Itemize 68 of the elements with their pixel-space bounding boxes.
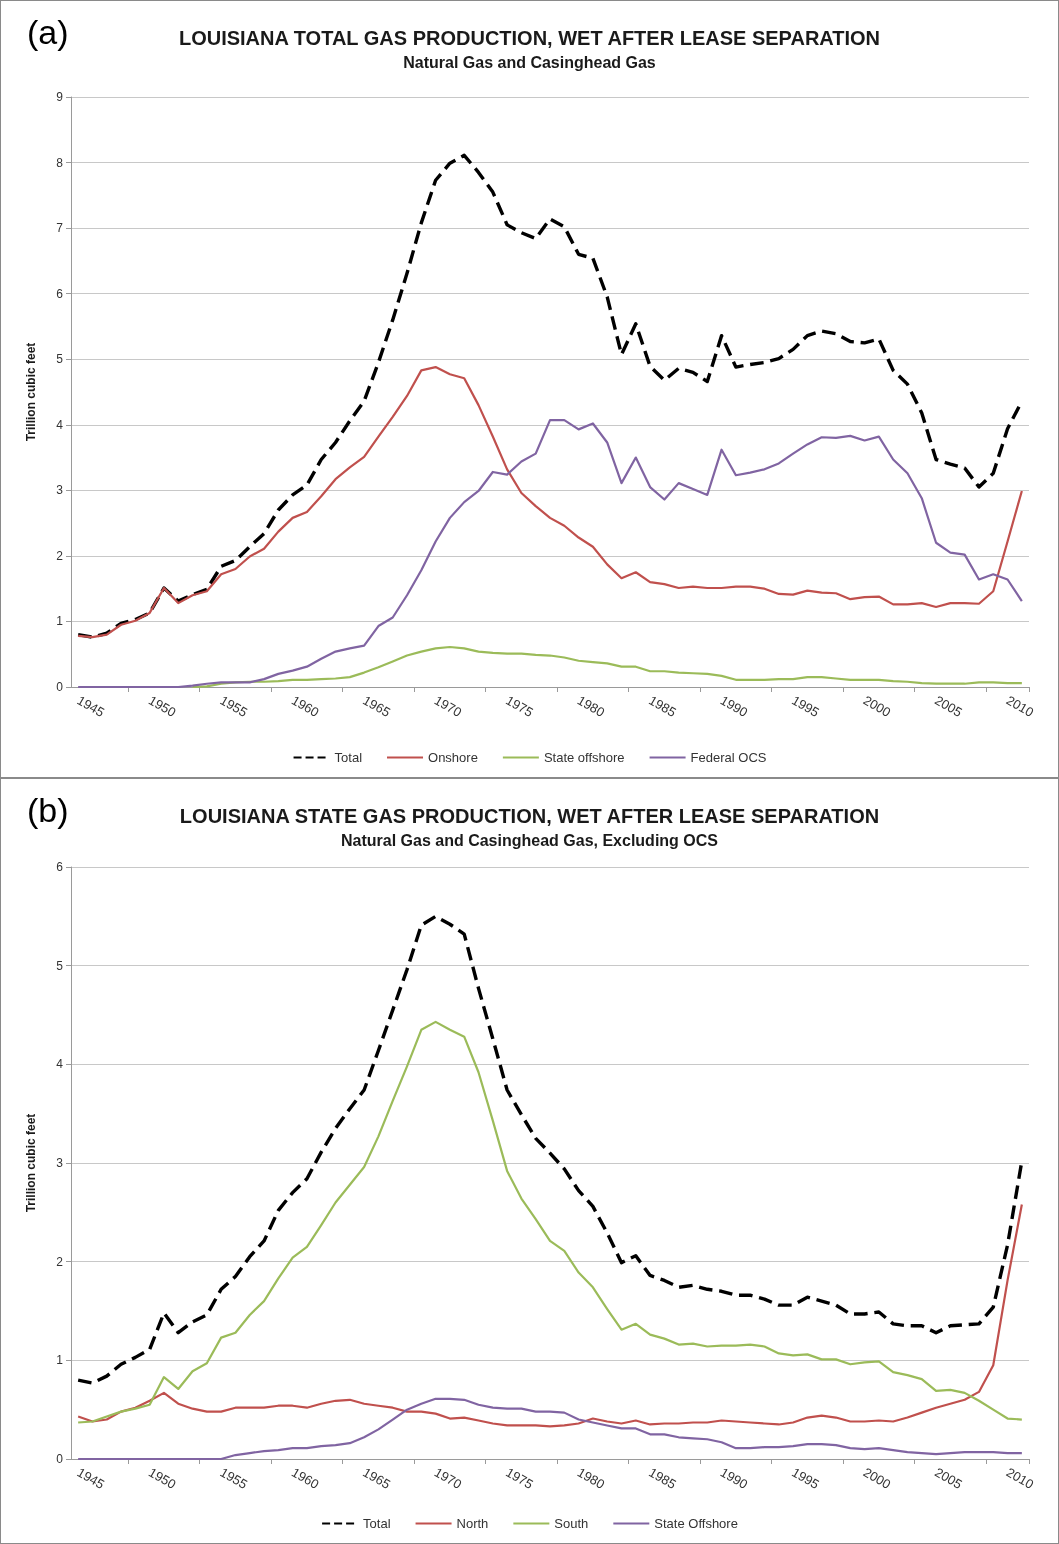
legend-label: North xyxy=(456,1516,489,1531)
y-tick-label: 3 xyxy=(56,483,64,498)
line-series xyxy=(77,1397,1023,1461)
x-tick-label: 1945 xyxy=(74,1464,107,1492)
chart-title: LOUISIANA STATE GAS PRODUCTION, WET AFTER LEASE SEPARATION xyxy=(179,805,880,827)
y-tick-label: 7 xyxy=(56,221,64,236)
y-tick-label: 4 xyxy=(56,417,64,432)
x-tick-label: 2000 xyxy=(860,692,894,720)
y-tick-label: 2 xyxy=(56,548,64,563)
line-series xyxy=(77,1203,1023,1428)
legend-label: State offshore xyxy=(543,750,625,765)
y-tick-label: 4 xyxy=(56,1057,64,1072)
x-tick-label: 2010 xyxy=(1003,692,1037,720)
x-tick-label: 1985 xyxy=(646,1464,679,1492)
y-tick-label: 5 xyxy=(56,352,64,367)
y-axis-title: Trillion cubic feet xyxy=(24,342,38,442)
line-series xyxy=(77,1020,1023,1424)
line-series xyxy=(77,365,1023,639)
y-tick-label: 1 xyxy=(56,1353,64,1368)
x-tick-label: 1985 xyxy=(646,692,679,720)
x-tick-label: 1990 xyxy=(717,1464,751,1492)
line-series xyxy=(191,645,1023,689)
legend-label: Total xyxy=(363,1516,391,1531)
y-tick-label: 2 xyxy=(56,1254,64,1269)
x-tick-label: 1965 xyxy=(360,692,393,720)
x-tick-label: 1975 xyxy=(503,1464,536,1492)
legend-label: Onshore xyxy=(428,750,478,765)
x-tick-label: 2010 xyxy=(1003,1464,1037,1492)
x-tick-label: 1960 xyxy=(288,1464,322,1492)
text: (a) xyxy=(27,13,69,51)
x-tick-label: 1965 xyxy=(360,1464,393,1492)
x-tick-label: 1990 xyxy=(717,692,751,720)
legend-label: South xyxy=(554,1516,589,1531)
x-tick-label: 2000 xyxy=(860,1464,894,1492)
x-tick-label: 1955 xyxy=(217,1464,250,1492)
x-tick-label: 1980 xyxy=(574,692,608,720)
line-series xyxy=(76,914,1024,1385)
x-tick-label: 1970 xyxy=(431,692,465,720)
chart-subtitle: Natural Gas and Casinghead Gas, Excluding OCS xyxy=(341,831,719,849)
text: (b) xyxy=(27,791,69,829)
y-tick-label: 1 xyxy=(56,614,64,629)
line-series xyxy=(77,419,1023,689)
x-tick-label: 1950 xyxy=(145,1464,179,1492)
x-tick-label: 1955 xyxy=(217,692,250,720)
y-tick-label: 9 xyxy=(56,90,64,104)
legend-label: Federal OCS xyxy=(690,750,767,765)
x-tick-label: 1975 xyxy=(503,692,536,720)
y-tick-label: 0 xyxy=(56,1452,64,1466)
y-tick-label: 5 xyxy=(56,958,64,973)
x-tick-label: 1960 xyxy=(288,692,322,720)
x-tick-label: 1980 xyxy=(574,1464,608,1492)
y-axis-title: Trillion cubic feet xyxy=(24,1113,38,1213)
y-tick-label: 6 xyxy=(56,286,64,301)
x-tick-label: 1945 xyxy=(74,692,107,720)
y-tick-label: 6 xyxy=(56,860,64,874)
x-tick-label: 1995 xyxy=(789,692,822,720)
x-tick-label: 1995 xyxy=(789,1464,822,1492)
x-tick-label: 2005 xyxy=(932,1464,965,1492)
chart-title: LOUISIANA TOTAL GAS PRODUCTION, WET AFTER LEASE SEPARATION xyxy=(178,27,881,49)
x-tick-label: 2005 xyxy=(932,692,965,720)
y-tick-label: 8 xyxy=(56,155,64,170)
x-tick-label: 1950 xyxy=(145,692,179,720)
y-tick-label: 0 xyxy=(56,680,64,694)
y-tick-label: 3 xyxy=(56,1156,64,1170)
legend-label: Total xyxy=(334,750,363,765)
chart-subtitle: Natural Gas and Casinghead Gas xyxy=(403,53,656,71)
legend-label: State Offshore xyxy=(654,1516,738,1531)
x-tick-label: 1970 xyxy=(431,1464,465,1492)
